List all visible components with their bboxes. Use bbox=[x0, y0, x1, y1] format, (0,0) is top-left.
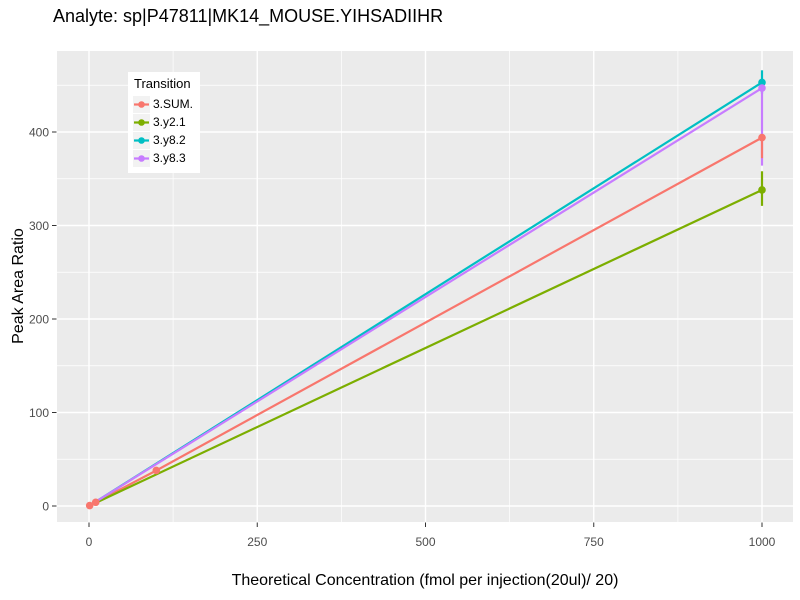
x-tick-label: 250 bbox=[247, 535, 267, 549]
data-point-3-sum- bbox=[152, 466, 161, 475]
data-point-3-y2-1 bbox=[758, 186, 766, 194]
legend: Transition 3.SUM. 3.y2.1 3.y8.2 3.y8.3 bbox=[128, 72, 201, 173]
y-axis-title: Peak Area Ratio bbox=[10, 228, 27, 344]
y-tick-label: 0 bbox=[42, 500, 49, 514]
series-line-3-y2-1 bbox=[89, 188, 763, 507]
x-tick-label: 500 bbox=[415, 535, 435, 549]
x-tick-label: 0 bbox=[86, 535, 93, 549]
y-tick-label: 300 bbox=[29, 219, 49, 233]
x-tick-label: 750 bbox=[584, 535, 604, 549]
legend-item-3-y2-1: 3.y2.1 bbox=[133, 113, 193, 131]
legend-item-label: 3.y2.1 bbox=[153, 115, 186, 129]
chart-title: Analyte: sp|P47811|MK14_MOUSE.YIHSADIIHR bbox=[53, 6, 444, 26]
legend-key-icon bbox=[133, 95, 150, 113]
legend-item-3-y8-2: 3.y8.2 bbox=[133, 131, 193, 149]
data-point-3-sum- bbox=[91, 498, 100, 507]
legend-key-icon bbox=[133, 131, 150, 149]
legend-item-label: 3.y8.2 bbox=[153, 133, 186, 147]
legend-key-icon bbox=[133, 149, 150, 167]
data-point-3-sum- bbox=[758, 133, 766, 142]
legend-item-label: 3.SUM. bbox=[153, 97, 194, 111]
y-tick-label: 400 bbox=[29, 126, 49, 140]
legend-key-icon bbox=[133, 113, 150, 131]
data-point-3-y8-3 bbox=[758, 84, 766, 92]
data-point-3-y8-2 bbox=[758, 78, 766, 87]
legend-item-3-y8-3: 3.y8.3 bbox=[133, 149, 193, 167]
legend-item-3-sum-: 3.SUM. bbox=[133, 95, 193, 113]
series-line-3-y8-3 bbox=[89, 87, 763, 507]
x-axis-title: Theoretical Concentration (fmol per inje… bbox=[231, 572, 619, 589]
x-tick-label: 1000 bbox=[749, 535, 776, 549]
legend-title: Transition bbox=[134, 76, 191, 91]
data-point-3-sum- bbox=[85, 501, 94, 510]
y-tick-label: 100 bbox=[29, 406, 49, 420]
legend-item-label: 3.y8.3 bbox=[153, 151, 186, 165]
y-tick-label: 200 bbox=[29, 313, 49, 327]
